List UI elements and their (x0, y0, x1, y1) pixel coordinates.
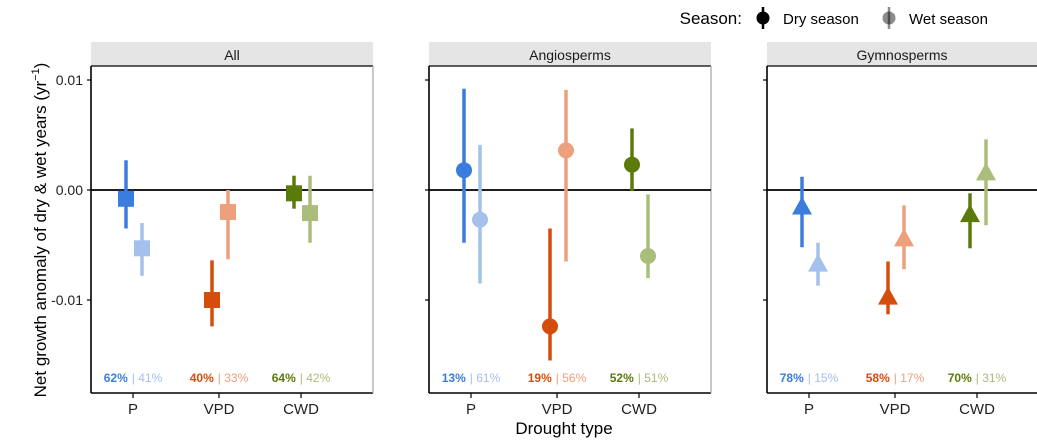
percent-label-wet: | 41% (132, 371, 163, 385)
x-tick-label: P (466, 401, 476, 418)
percent-label-wet: | 17% (894, 371, 925, 385)
data-point-vpd-dry (204, 260, 220, 327)
point-marker-square (220, 204, 236, 220)
data-point-p-dry (118, 160, 134, 229)
axis-titles: Net growth anomaly of dry & wet years (y… (30, 63, 613, 438)
percent-label-wet: | 61% (470, 371, 501, 385)
panel-title: Gymnosperms (856, 47, 947, 63)
percent-label: 78% | 15% (780, 371, 839, 385)
x-tick-label: CWD (621, 401, 657, 418)
percent-label-dry: 58% (866, 371, 890, 385)
y-tick-label: 0.00 (56, 182, 83, 198)
panels: All 0.01 0.00 -0.01 P VPD CWD 62% | 41% 40% | 33% 6… (51, 42, 1037, 418)
y-tick-label: 0.01 (56, 72, 83, 88)
percent-label-wet: | 33% (218, 371, 249, 385)
data-point-cwd-dry (624, 128, 640, 192)
data-point-p-wet (808, 242, 828, 286)
percent-label-dry: 19% (528, 371, 552, 385)
y-axis-title-close: ) (31, 63, 50, 69)
percent-label-dry: 52% (610, 371, 634, 385)
percent-label-wet: | 15% (808, 371, 839, 385)
percent-label-dry: 64% (272, 371, 296, 385)
x-tick-label: P (128, 401, 138, 418)
point-marker-circle (558, 142, 574, 159)
point-marker-triangle (960, 204, 980, 223)
point-marker-square (118, 190, 134, 207)
percent-label-dry: 78% (780, 371, 804, 385)
data-point-p-dry (456, 88, 472, 243)
point-marker-circle (472, 211, 488, 228)
point-marker-triangle (894, 228, 914, 247)
percent-label: 64% | 42% (272, 371, 331, 385)
percent-label: 58% | 17% (866, 371, 925, 385)
point-marker-triangle (792, 196, 812, 215)
panel-title: All (224, 47, 240, 63)
y-axis-title-main: Net growth anomaly of dry & wet years (y… (31, 81, 50, 398)
data-point-vpd-wet (894, 205, 914, 270)
data-point-p-dry (792, 176, 812, 248)
y-axis-title: Net growth anomaly of dry & wet years (y… (30, 63, 50, 398)
percent-label: 13% | 61% (442, 371, 501, 385)
percent-label-dry: 13% (442, 371, 466, 385)
data-point-vpd-wet (558, 89, 574, 262)
percent-label-wet: | 51% (638, 371, 669, 385)
point-marker-triangle (878, 286, 898, 305)
point-marker-triangle (808, 253, 828, 272)
data-point-cwd-wet (976, 139, 996, 226)
panel-strip (767, 42, 1037, 66)
data-point-cwd-wet (640, 194, 656, 278)
point-marker-square (204, 292, 220, 308)
panel-strip (91, 42, 373, 66)
data-point-cwd-dry (960, 193, 980, 249)
point-marker-square (134, 240, 150, 257)
point-marker-circle (542, 318, 558, 335)
legend-label-dry: Dry season (783, 11, 859, 28)
x-tick-label: P (804, 401, 814, 418)
panel-angiosperms: Angiosperms P VPD CWD 13% | 61% 19% | 56% 52% | 5… (425, 42, 712, 418)
point-marker-triangle (976, 162, 996, 181)
data-point-vpd-dry (542, 228, 558, 361)
x-axis-title: Drought type (515, 419, 612, 438)
percent-label-wet: | 42% (300, 371, 331, 385)
x-tick-label: CWD (959, 401, 995, 418)
legend: Season: Dry season Wet season (680, 7, 988, 29)
x-tick-label: CWD (283, 401, 319, 418)
point-marker-circle (624, 156, 640, 173)
y-tick-label: -0.01 (51, 292, 83, 308)
y-axis-title-superscript: −1 (30, 68, 42, 81)
x-tick-label: VPD (542, 401, 573, 418)
panel-title: Angiosperms (529, 47, 611, 63)
data-point-cwd-wet (302, 175, 318, 243)
data-point-vpd-wet (220, 190, 236, 260)
point-marker-square (286, 185, 302, 202)
data-point-vpd-dry (878, 261, 898, 315)
percent-label-dry: 40% (190, 371, 214, 385)
data-point-cwd-dry (286, 175, 302, 209)
x-tick-label: VPD (204, 401, 235, 418)
percent-label-wet: | 56% (556, 371, 587, 385)
percent-label: 62% | 41% (104, 371, 163, 385)
percent-label-dry: 70% (948, 371, 972, 385)
percent-label-dry: 62% (104, 371, 128, 385)
panel-strip (429, 42, 711, 66)
point-marker-circle (456, 162, 472, 179)
legend-wet-circle-icon (882, 11, 896, 25)
point-marker-circle (640, 248, 656, 264)
percent-label-wet: | 31% (976, 371, 1007, 385)
percent-label: 70% | 31% (948, 371, 1007, 385)
point-marker-square (302, 205, 318, 222)
data-point-p-wet (134, 223, 150, 276)
panel-gymnosperms: Gymnosperms P VPD CWD 78% | 15% 58% | 17% 70% | 3… (763, 42, 1037, 418)
x-tick-label: VPD (880, 401, 911, 418)
legend-label-wet: Wet season (909, 11, 988, 28)
percent-label: 52% | 51% (610, 371, 669, 385)
panel-all: All 0.01 0.00 -0.01 P VPD CWD 62% | 41% 40% | 33% 6… (51, 42, 374, 418)
legend-title: Season: (680, 9, 742, 28)
percent-label: 19% | 56% (528, 371, 587, 385)
percent-label: 40% | 33% (190, 371, 249, 385)
data-point-p-wet (472, 144, 488, 284)
